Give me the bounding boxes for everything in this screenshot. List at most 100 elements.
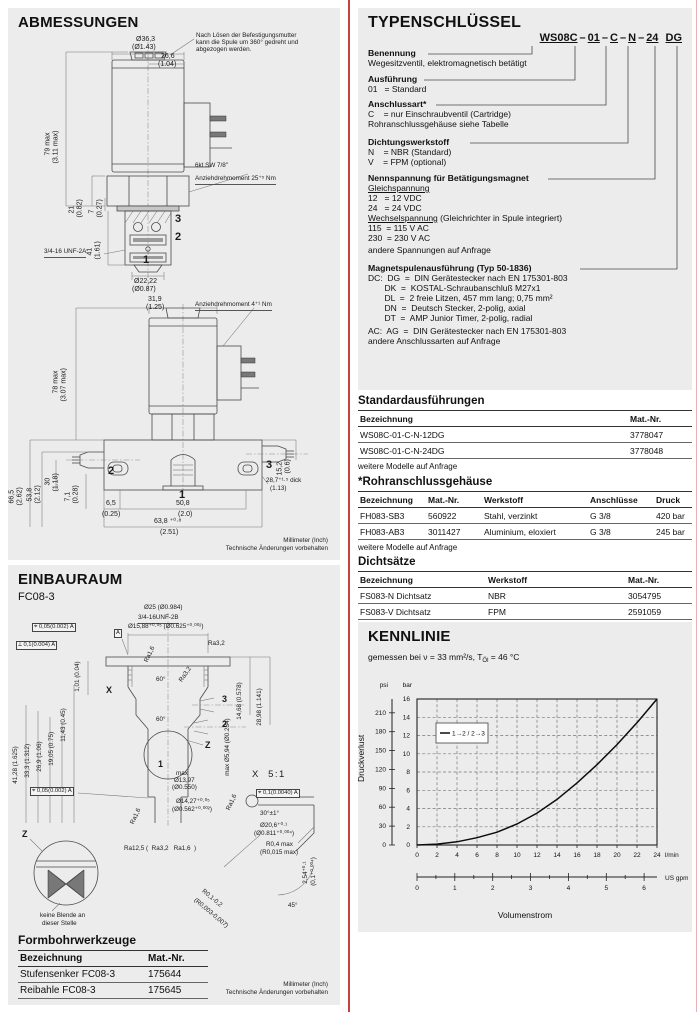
conditions-text: gemessen bei ν = 33 mm²/s, T xyxy=(368,652,483,662)
table-header-row: Bezeichnung Mat.-Nr. xyxy=(358,410,692,427)
dim-label: 41,28 (1.625) xyxy=(12,746,20,784)
text-line: C = nur Einschraubventil (Cartridge) xyxy=(368,109,511,119)
footer-disclaimer: Technische Änderungen vorbehalten xyxy=(225,544,328,552)
dim-label: 6,5 xyxy=(106,500,116,507)
dim-label: 30 xyxy=(44,477,52,486)
svg-text:10: 10 xyxy=(403,751,411,758)
dim-label: (3.07 max) xyxy=(60,368,68,402)
dim-label: (Ø0.87) xyxy=(132,286,156,293)
svg-text:3: 3 xyxy=(529,885,533,892)
dim-label: 14,68 (0.578) xyxy=(236,682,244,720)
code-legend-nennspannung: Nennspannung für Betätigungsmagnet Gleic… xyxy=(368,173,684,255)
dim-label: Ø22,22 xyxy=(134,278,157,285)
text-line: Wegesitzventil, elektromagnetisch betäti… xyxy=(368,58,527,68)
footer-units: Millimeter (Inch) xyxy=(283,537,328,544)
cavity-code: FC08-3 xyxy=(18,591,55,603)
seal-kits-title: Dichtsätze xyxy=(358,556,416,568)
dim-label: (0.27) xyxy=(96,199,104,218)
legend-heading: Benennung xyxy=(368,48,416,58)
svg-text:0: 0 xyxy=(382,842,386,849)
dim-label: 19,05 (0.75) xyxy=(48,731,56,766)
dim-label: ⌖ 0,05(0.002) A xyxy=(32,623,76,632)
tools-section: Formbohrwerkzeuge Bezeichnung Mat.-Nr. Stu… xyxy=(18,933,208,999)
svg-text:210: 210 xyxy=(375,710,386,717)
cell: WS08C-01-C-N-24DG xyxy=(358,442,628,459)
dim-label: 3/4-16UNF-2B xyxy=(138,614,179,624)
svg-text:150: 150 xyxy=(375,748,386,755)
connector-note: andere Anschlussarten auf Anfrage xyxy=(368,336,501,346)
seal-kits-section: Dichtsätze Bezeichnung Werkstoff Mat.-Nr. F… xyxy=(358,556,692,620)
table-row: WS08C-01-C-N-24DG 3778048 xyxy=(358,442,692,459)
panel-footer-note: Millimeter (Inch) Technische Änderungen … xyxy=(226,981,328,996)
svg-text:22: 22 xyxy=(633,852,641,859)
cell: FPM xyxy=(486,603,626,620)
dim-label: 3 xyxy=(175,213,182,225)
svg-text:2: 2 xyxy=(491,885,495,892)
cell: FH083-SB3 xyxy=(358,507,426,524)
dim-label: R0,4 max xyxy=(266,841,293,848)
dim-label: 3 xyxy=(266,459,273,471)
dim-label: 78 max xyxy=(52,370,60,394)
svg-text:8: 8 xyxy=(495,852,499,859)
conditions-text: = 46 °C xyxy=(488,652,520,662)
cell: Mat.-Nr. xyxy=(628,410,692,427)
standard-models-section: Standardausführungen Bezeichnung Mat.-Nr.… xyxy=(358,395,692,471)
table-row: FS083-N Dichtsatz NBR 3054795 xyxy=(358,587,692,604)
dim-label: 7 xyxy=(88,209,96,214)
dim-label: 21 xyxy=(68,205,76,214)
dim-label: (0.6) xyxy=(284,459,292,474)
code-legend-magnetspule: Magnetspulenausführung (Typ 50-1836) DC:… xyxy=(368,263,684,346)
einbauraum-panel: EINBAURAUM FC08-3 xyxy=(8,565,340,1005)
cell: Bezeichnung xyxy=(358,410,628,427)
seal-kits-table: Bezeichnung Werkstoff Mat.-Nr. FS083-N Dich… xyxy=(358,571,692,620)
text-line: DC: DG = DIN Gerätestecker nach EN 17530… xyxy=(368,273,568,283)
abmessungen-title: ABMESSUNGEN xyxy=(18,14,139,31)
cell: Bezeichnung xyxy=(18,950,146,967)
dim-label: 53,8 xyxy=(26,487,34,502)
cell: G 3/8 xyxy=(588,523,654,540)
type-code-separator: – xyxy=(601,32,609,44)
cell: 420 bar xyxy=(654,507,692,524)
text-line: DK = KOSTAL-Schraubanschluß M27x1 xyxy=(368,283,541,293)
dim-label: 79 max xyxy=(44,132,52,156)
type-code-segment: 24 xyxy=(646,32,659,44)
dim-label: Nach Lösen der Befestigungsmutter xyxy=(196,32,297,39)
dim-label: 63,8 ⁺⁰·⁸ xyxy=(154,518,182,525)
cell: Bezeichnung xyxy=(358,571,486,588)
dim-label: Z xyxy=(205,740,211,750)
abmessungen-panel: ABMESSUNGEN xyxy=(8,8,340,560)
cell: FS083-N Dichtsatz xyxy=(358,587,486,604)
svg-text:l/min: l/min xyxy=(665,852,679,859)
cell: FS083-V Dichtsatz xyxy=(358,603,486,620)
kennlinie-panel: KENNLINIE gemessen bei ν = 33 mm²/s, TÖl… xyxy=(356,622,692,932)
dim-label: (2.62) xyxy=(16,487,24,506)
typenschluessel-title: TYPENSCHLÜSSEL xyxy=(368,14,522,31)
table-row: FS083-V Dichtsatz FPM 2591059 xyxy=(358,603,692,620)
dim-label: 45° xyxy=(288,902,298,909)
cell: Mat.-Nr. xyxy=(426,491,482,508)
kennlinie-title: KENNLINIE xyxy=(368,628,451,645)
svg-text:16: 16 xyxy=(403,696,411,703)
dim-label: (1.25) xyxy=(146,304,165,311)
table-row: FH083-SB3 560922 Stahl, verzinkt G 3/8 420 b… xyxy=(358,507,692,524)
dim-label: 3/4-16 UNF-2A xyxy=(44,248,87,258)
cell: Werkstoff xyxy=(482,491,588,508)
dim-label: 1,01 (0.04) xyxy=(74,661,82,692)
code-legend-ausfuehrung: Ausführung 01 = Standard xyxy=(368,74,684,94)
cell: NBR xyxy=(486,587,626,604)
svg-text:20: 20 xyxy=(613,852,621,859)
dim-label: A xyxy=(114,629,122,638)
legend-heading: Nennspannung für Betätigungsmagnet xyxy=(368,173,529,183)
dim-label: Ø15,88⁺⁰·⁰⁵ (Ø0.625⁺⁰·⁰⁰²) xyxy=(128,623,204,630)
svg-text:14: 14 xyxy=(553,852,561,859)
cell: Druck xyxy=(654,491,692,508)
text-line: Rohranschlussgehäuse siehe Tabelle xyxy=(368,119,509,129)
text-line: N = NBR (Standard) xyxy=(368,147,452,157)
kennlinie-chart-svg: 0 2 4 6 8 10 12 14 16 18 20 22 24 l/min0246810121416b… xyxy=(375,682,688,892)
dim-label: Anziehdrehmoment 25⁺⁵ Nm xyxy=(195,175,276,185)
table-row: WS08C-01-C-N-12DG 3778047 xyxy=(358,426,692,443)
dim-label: 15,2 xyxy=(276,461,284,476)
line-bodies-table: Bezeichnung Mat.-Nr. Werkstoff Anschlüsse Dr… xyxy=(358,491,692,540)
cell: 3011427 xyxy=(426,523,482,540)
